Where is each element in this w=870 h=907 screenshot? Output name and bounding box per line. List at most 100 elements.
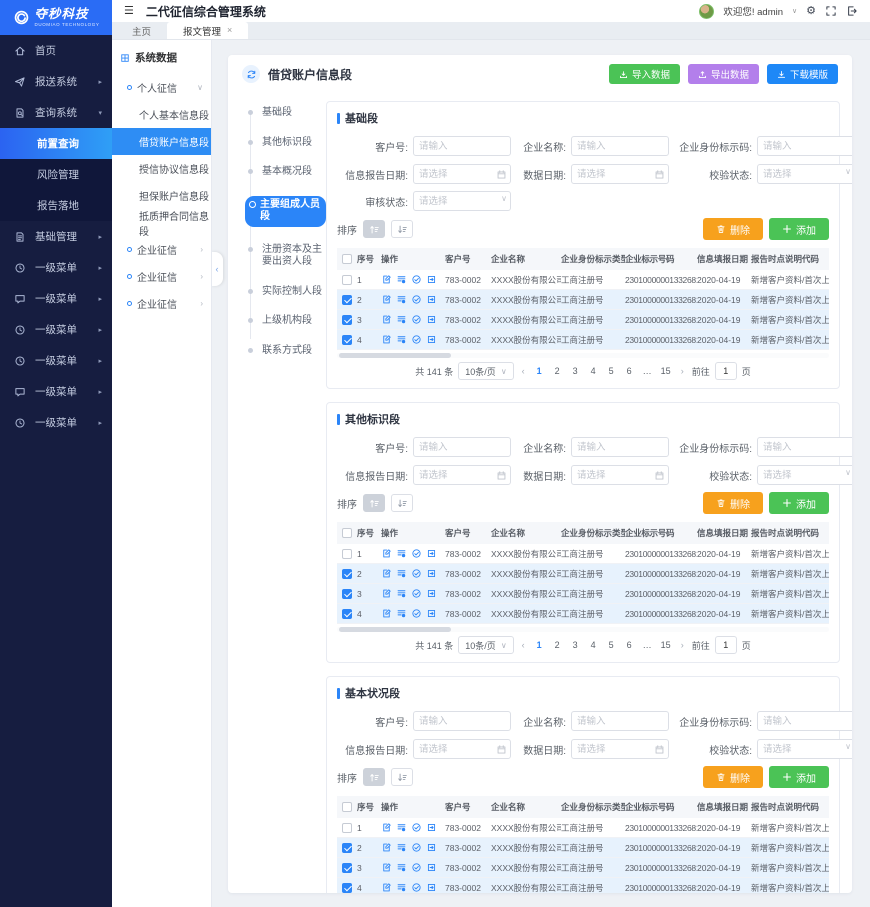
subnav-group-enterprise-credit-2[interactable]: 企业征信 ›: [112, 263, 211, 290]
detail-icon[interactable]: [396, 588, 407, 599]
anchor-item-basic[interactable]: 基础段: [250, 107, 326, 120]
close-icon[interactable]: ×: [227, 26, 232, 35]
enterprise-id-input[interactable]: [757, 711, 852, 731]
sidebar-item-menu-6[interactable]: 一级菜单 ▸: [0, 407, 112, 438]
page-number[interactable]: 4: [587, 637, 600, 653]
subnav-group-enterprise-credit-3[interactable]: 企业征信 ›: [112, 290, 211, 317]
info-report-date-input[interactable]: [413, 739, 511, 759]
detail-icon[interactable]: [396, 882, 407, 893]
report-icon[interactable]: [426, 862, 437, 873]
sort-desc-button[interactable]: [391, 220, 413, 238]
sidebar-item-menu-2[interactable]: 一级菜单 ▸: [0, 283, 112, 314]
company-name-input[interactable]: [571, 136, 669, 156]
row-checkbox[interactable]: [342, 549, 352, 559]
enterprise-id-input[interactable]: [757, 437, 852, 457]
approve-icon[interactable]: [411, 608, 422, 619]
page-size-select[interactable]: 10条/页∨: [458, 362, 513, 380]
check-status-select[interactable]: [757, 739, 852, 759]
info-report-date-input[interactable]: [413, 465, 511, 485]
approve-icon[interactable]: [411, 334, 422, 345]
edit-icon[interactable]: [381, 548, 392, 559]
detail-icon[interactable]: [396, 314, 407, 325]
anchor-item-main-members[interactable]: 主要组成人员段: [245, 196, 326, 227]
anchor-item-contact[interactable]: 联系方式段: [250, 345, 326, 358]
hamburger-icon[interactable]: ☰: [124, 6, 134, 17]
page-number[interactable]: 5: [605, 363, 618, 379]
table-row[interactable]: 1 783-0002 XXXX股份有限公司 工商注册号 230100000013…: [337, 818, 829, 838]
report-icon[interactable]: [426, 842, 437, 853]
prev-page-button[interactable]: ‹: [519, 640, 528, 650]
add-button[interactable]: 添加: [769, 492, 829, 514]
approve-icon[interactable]: [411, 822, 422, 833]
report-icon[interactable]: [426, 588, 437, 599]
report-icon[interactable]: [426, 334, 437, 345]
subnav-item-guarantee-account-info[interactable]: 担保账户信息段: [112, 182, 211, 209]
fullscreen-icon[interactable]: [825, 5, 837, 17]
table-row[interactable]: 3 783-0002 XXXX股份有限公司 工商注册号 230100000013…: [337, 584, 829, 604]
page-number[interactable]: 1: [533, 637, 546, 653]
approve-icon[interactable]: [411, 862, 422, 873]
delete-button[interactable]: 删除: [703, 218, 763, 240]
report-icon[interactable]: [426, 294, 437, 305]
sort-asc-button[interactable]: [363, 220, 385, 238]
report-icon[interactable]: [426, 608, 437, 619]
sidebar-item-base-mgmt[interactable]: 基础管理 ▸: [0, 221, 112, 252]
subnav-item-pledge-contract-info[interactable]: 抵质押合同信息段: [112, 209, 211, 236]
report-icon[interactable]: [426, 274, 437, 285]
row-checkbox[interactable]: [342, 295, 352, 305]
table-row[interactable]: 4 783-0002 XXXX股份有限公司 工商注册号 230100000013…: [337, 330, 829, 350]
page-number[interactable]: 2: [551, 363, 564, 379]
gear-icon[interactable]: ⚙: [806, 6, 816, 17]
subnav-group-personal-credit[interactable]: 个人征信 ∨: [112, 74, 211, 101]
edit-icon[interactable]: [381, 334, 392, 345]
page-number[interactable]: 6: [623, 363, 636, 379]
approve-icon[interactable]: [411, 274, 422, 285]
data-date-input[interactable]: [571, 164, 669, 184]
approve-icon[interactable]: [411, 568, 422, 579]
page-number[interactable]: 5: [605, 637, 618, 653]
detail-icon[interactable]: [396, 842, 407, 853]
anchor-item-other-id[interactable]: 其他标识段: [250, 137, 326, 150]
approve-icon[interactable]: [411, 314, 422, 325]
select-all-checkbox[interactable]: [342, 802, 352, 812]
page-size-select[interactable]: 10条/页∨: [458, 636, 513, 654]
info-report-date-input[interactable]: [413, 164, 511, 184]
row-checkbox[interactable]: [342, 863, 352, 873]
sidebar-item-report-system[interactable]: 报送系统 ▸: [0, 66, 112, 97]
edit-icon[interactable]: [381, 314, 392, 325]
logout-icon[interactable]: [846, 5, 858, 17]
table-row[interactable]: 1 783-0002 XXXX股份有限公司 工商注册号 230100000013…: [337, 270, 829, 290]
scrollbar-thumb[interactable]: [339, 627, 451, 632]
report-icon[interactable]: [426, 822, 437, 833]
page-number[interactable]: 2: [551, 637, 564, 653]
row-checkbox[interactable]: [342, 883, 352, 893]
detail-icon[interactable]: [396, 822, 407, 833]
page-number[interactable]: 3: [569, 637, 582, 653]
table-row[interactable]: 2 783-0002 XXXX股份有限公司 工商注册号 230100000013…: [337, 290, 829, 310]
anchor-item-basic-overview[interactable]: 基本概况段: [250, 166, 326, 179]
approve-icon[interactable]: [411, 882, 422, 893]
approve-icon[interactable]: [411, 588, 422, 599]
row-checkbox[interactable]: [342, 275, 352, 285]
tab-home[interactable]: 主页: [116, 22, 167, 39]
detail-icon[interactable]: [396, 608, 407, 619]
table-row[interactable]: 2 783-0002 XXXX股份有限公司 工商注册号 230100000013…: [337, 838, 829, 858]
report-icon[interactable]: [426, 548, 437, 559]
table-row[interactable]: 4 783-0002 XXXX股份有限公司 工商注册号 230100000013…: [337, 604, 829, 624]
tab-message-management[interactable]: 报文管理 ×: [167, 22, 248, 39]
select-all-checkbox[interactable]: [342, 528, 352, 538]
table-row[interactable]: 3 783-0002 XXXX股份有限公司 工商注册号 230100000013…: [337, 858, 829, 878]
chevron-down-icon[interactable]: ∨: [792, 7, 797, 15]
anchor-item-registered-capital[interactable]: 注册资本及主要出资人段: [250, 244, 326, 269]
subnav-item-loan-account-info[interactable]: 借贷账户信息段: [112, 128, 211, 155]
approve-icon[interactable]: [411, 842, 422, 853]
review-status-select[interactable]: [413, 191, 511, 211]
sidebar-subitem-front-query[interactable]: 前置查询: [0, 128, 112, 159]
row-checkbox[interactable]: [342, 569, 352, 579]
sidebar-item-menu-4[interactable]: 一级菜单 ▸: [0, 345, 112, 376]
detail-icon[interactable]: [396, 294, 407, 305]
edit-icon[interactable]: [381, 588, 392, 599]
report-icon[interactable]: [426, 882, 437, 893]
detail-icon[interactable]: [396, 862, 407, 873]
table-row[interactable]: 3 783-0002 XXXX股份有限公司 工商注册号 230100000013…: [337, 310, 829, 330]
